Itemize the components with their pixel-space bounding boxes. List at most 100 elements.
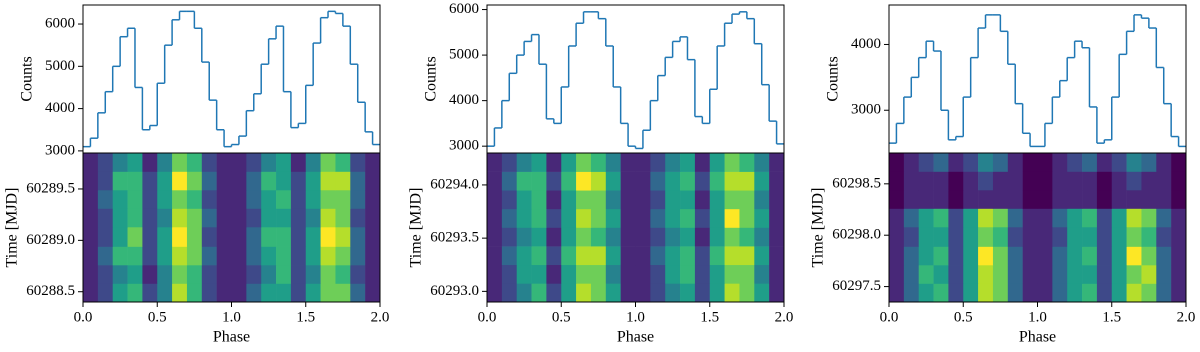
- heatmap-cell: [992, 226, 1009, 247]
- heatmap-cell: [605, 208, 621, 228]
- heatmap-cell: [635, 208, 651, 228]
- heatmap-cell: [350, 189, 366, 209]
- y-tick-label: 60298.0: [832, 227, 881, 243]
- heatmap-cell: [680, 153, 696, 172]
- heatmap-cell: [739, 171, 755, 191]
- heatmap-cell: [112, 171, 128, 191]
- heatmap-cell: [978, 226, 994, 247]
- heatmap-cell: [739, 208, 755, 228]
- heatmap-cell: [1022, 153, 1038, 172]
- heatmap-cell: [83, 265, 99, 284]
- heatmap-cell: [142, 246, 158, 266]
- heatmap-cell: [1111, 283, 1127, 303]
- heatmap-cell: [605, 190, 621, 210]
- heatmap-cell: [261, 265, 277, 284]
- heatmap-cell: [963, 246, 979, 266]
- heatmap-cell: [605, 246, 621, 266]
- y-axis-label: Counts: [825, 56, 842, 101]
- heatmap-cell: [350, 226, 366, 247]
- heatmap-cell: [1007, 171, 1023, 191]
- heatmap-cell: [186, 246, 203, 266]
- heatmap-cell: [276, 283, 292, 303]
- heatmap-cell: [709, 208, 725, 228]
- heatmap-cell: [1037, 283, 1053, 303]
- heatmap-cell: [246, 153, 262, 172]
- heatmap-cell: [1126, 153, 1142, 172]
- heatmap-cell: [1052, 189, 1068, 209]
- heatmap-cell: [335, 208, 351, 228]
- heatmap-cell: [650, 171, 666, 191]
- heatmap-cell: [1037, 226, 1053, 247]
- heatmap-cell: [680, 171, 696, 191]
- heatmap-cell: [1096, 189, 1113, 209]
- heatmap-cell: [487, 264, 503, 284]
- heatmap-cell: [516, 190, 532, 210]
- heatmap-cell: [1082, 226, 1098, 247]
- y-axis-label: Time [MJD]: [408, 188, 425, 268]
- x-axis-label: Phase: [1019, 329, 1056, 346]
- axes-frame: [888, 4, 1187, 154]
- y-tick-label: 6000: [45, 15, 75, 31]
- heatmap-cell: [546, 246, 562, 266]
- heatmap-cell: [635, 171, 651, 191]
- heatmap-cell: [97, 283, 113, 303]
- heatmap-cell: [1096, 208, 1113, 228]
- heatmap-cell: [127, 226, 143, 247]
- heatmap-cell: [1096, 265, 1113, 284]
- heatmap-cell: [186, 153, 203, 172]
- heatmap-cell: [680, 208, 696, 228]
- heatmap-cell: [889, 246, 905, 266]
- heatmap-cell: [992, 208, 1009, 228]
- y-axis-label: Time [MJD]: [810, 188, 827, 268]
- heatmap-cell: [903, 208, 919, 228]
- heatmap-cell: [978, 208, 994, 228]
- heatmap-cell: [650, 227, 666, 247]
- heatmap-cell: [216, 208, 232, 228]
- heatmap-cell: [1082, 265, 1098, 284]
- heatmap-cell: [127, 171, 143, 191]
- heatmap-cell: [665, 264, 681, 284]
- y-tick-label: 4000: [449, 92, 479, 108]
- heatmap-cell: [1171, 153, 1187, 172]
- heatmap-cell: [665, 246, 681, 266]
- heatmap-cell: [1037, 189, 1053, 209]
- heatmap-cell: [918, 171, 934, 191]
- heatmap-cell: [231, 189, 247, 209]
- axes-frame: [888, 152, 1187, 303]
- heatmap-cell: [1141, 246, 1157, 266]
- heatmap-cell: [531, 171, 547, 191]
- heatmap-cell: [889, 226, 905, 247]
- heatmap-cell: [186, 283, 203, 303]
- heatmap-cell: [186, 265, 203, 284]
- y-tick-label: 60294.0: [430, 176, 479, 192]
- heatmap-cell: [948, 246, 964, 266]
- heatmap-cell: [724, 264, 740, 284]
- heatmap-cell: [709, 227, 725, 247]
- x-tick-label: 1.0: [222, 309, 241, 325]
- heatmap-cell: [172, 246, 188, 266]
- heatmap-cell: [590, 171, 607, 191]
- heatmap-cell: [1111, 265, 1127, 284]
- heatmap-cell: [963, 226, 979, 247]
- heatmap-cell: [531, 190, 547, 210]
- heatmap-cell: [1111, 208, 1127, 228]
- heatmap-cell: [694, 283, 711, 303]
- heatmap-cell: [933, 208, 949, 228]
- heatmap-cell: [665, 208, 681, 228]
- heatmap-cell: [918, 246, 934, 266]
- heatmap-cell: [172, 283, 188, 303]
- heatmap-cell: [635, 246, 651, 266]
- heatmap-cell: [83, 283, 99, 303]
- heatmap-cell: [216, 189, 232, 209]
- heatmap-cell: [903, 265, 919, 284]
- heatmap-cell: [305, 226, 321, 247]
- axes-frame: [486, 4, 785, 154]
- heatmap-cell: [1052, 283, 1068, 303]
- heatmap-cell: [186, 208, 203, 228]
- heatmap-cell: [963, 189, 979, 209]
- heatmap-cell: [157, 153, 173, 172]
- heatmap-cell: [1067, 283, 1083, 303]
- heatmap-cell: [112, 208, 128, 228]
- x-tick-label: 2.0: [1177, 309, 1196, 325]
